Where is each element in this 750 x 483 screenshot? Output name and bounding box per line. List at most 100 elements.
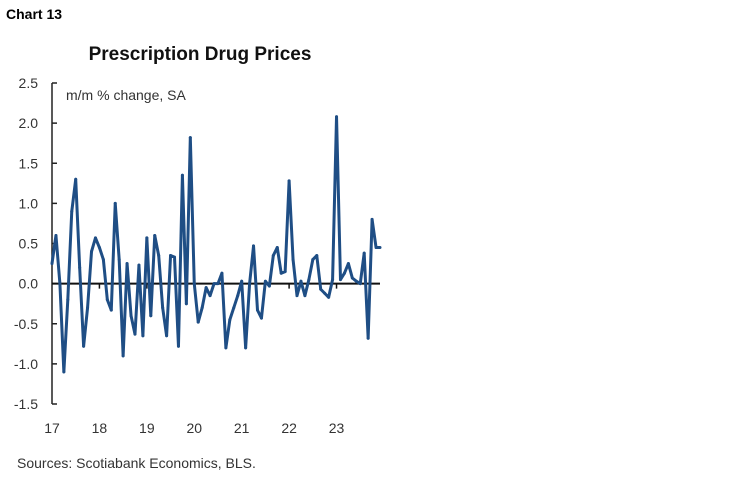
data-point (125, 262, 129, 266)
data-point (370, 217, 374, 221)
data-point (58, 282, 62, 286)
data-point (228, 318, 232, 322)
data-point (335, 115, 339, 119)
data-point (331, 278, 335, 282)
data-point (342, 271, 346, 275)
data-point (82, 344, 86, 348)
data-point (208, 294, 212, 298)
data-point (50, 262, 54, 266)
data-point (180, 173, 184, 177)
data-point (66, 298, 70, 302)
data-point (121, 354, 125, 358)
data-point (165, 334, 169, 338)
data-point (149, 314, 153, 318)
y-tick-label: 0.0 (19, 276, 39, 292)
y-tick-label: 1.0 (19, 195, 39, 211)
data-point (323, 291, 327, 295)
data-point (354, 279, 358, 283)
y-tick-label: -1.0 (14, 356, 38, 372)
x-tick-label: 18 (92, 420, 108, 436)
data-point (216, 282, 220, 286)
data-point (62, 370, 66, 374)
data-point (311, 258, 315, 262)
data-point (271, 254, 275, 258)
data-point (267, 284, 271, 288)
data-point (252, 244, 256, 248)
x-tick-label: 23 (329, 420, 345, 436)
data-point (169, 254, 173, 258)
data-point (287, 179, 291, 183)
data-point (263, 279, 267, 283)
data-point (303, 294, 307, 298)
y-tick-label: -0.5 (14, 316, 38, 332)
x-tick-label: 17 (44, 420, 60, 436)
chart-title: Prescription Drug Prices (88, 44, 312, 65)
data-point (299, 279, 303, 283)
data-point (366, 336, 370, 340)
x-tick-label: 21 (234, 420, 250, 436)
data-point (93, 236, 97, 240)
data-point (295, 294, 299, 298)
data-point (184, 302, 188, 306)
x-tick-label: 20 (186, 420, 202, 436)
y-tick-label: 0.5 (19, 236, 39, 252)
data-point (109, 308, 113, 312)
data-point (346, 262, 350, 266)
data-point (173, 255, 177, 259)
data-point (338, 278, 342, 282)
data-point (188, 136, 192, 140)
x-tick-label: 19 (139, 420, 155, 436)
data-point (307, 278, 311, 282)
data-point (74, 177, 78, 181)
y-tick-label: 2.5 (19, 75, 39, 91)
data-point (374, 246, 378, 250)
data-point (358, 282, 362, 286)
data-point (137, 263, 141, 267)
data-point (244, 346, 248, 350)
chart-label: Chart 13 (6, 6, 63, 22)
data-point (133, 332, 137, 336)
data-point (161, 306, 165, 310)
data-point (259, 316, 263, 320)
y-tick-label: 2.0 (19, 115, 39, 131)
y-tick-label: 1.5 (19, 155, 39, 171)
data-point (176, 344, 180, 348)
data-point (192, 282, 196, 286)
x-tick-label: 22 (281, 420, 297, 436)
data-point (279, 271, 283, 275)
data-point (378, 246, 382, 250)
data-point (236, 294, 240, 298)
data-point (350, 276, 354, 280)
data-point (141, 334, 145, 338)
data-point (315, 254, 319, 258)
data-point (54, 233, 58, 237)
data-point (220, 271, 224, 275)
y-axis-label: m/m % change, SA (66, 87, 186, 103)
data-point (319, 287, 323, 291)
data-point (90, 250, 94, 254)
series-line (50, 115, 380, 374)
data-point (153, 233, 157, 237)
data-point (101, 258, 105, 262)
data-point (105, 298, 109, 302)
data-point (145, 236, 149, 240)
sources-note: Sources: Scotiabank Economics, BLS. (17, 455, 256, 471)
data-point (157, 254, 161, 258)
data-point (97, 246, 101, 250)
data-point (86, 306, 90, 310)
data-point (224, 346, 228, 350)
data-point (232, 306, 236, 310)
data-point (70, 209, 74, 213)
data-point (283, 270, 287, 274)
data-point (113, 201, 117, 205)
data-point (255, 308, 259, 312)
data-point (362, 251, 366, 255)
data-point (275, 246, 279, 250)
data-point (78, 266, 82, 270)
data-point (200, 306, 204, 310)
data-point (240, 279, 244, 283)
data-point (212, 282, 216, 286)
data-point (196, 320, 200, 324)
y-tick-label: -1.5 (14, 396, 38, 412)
